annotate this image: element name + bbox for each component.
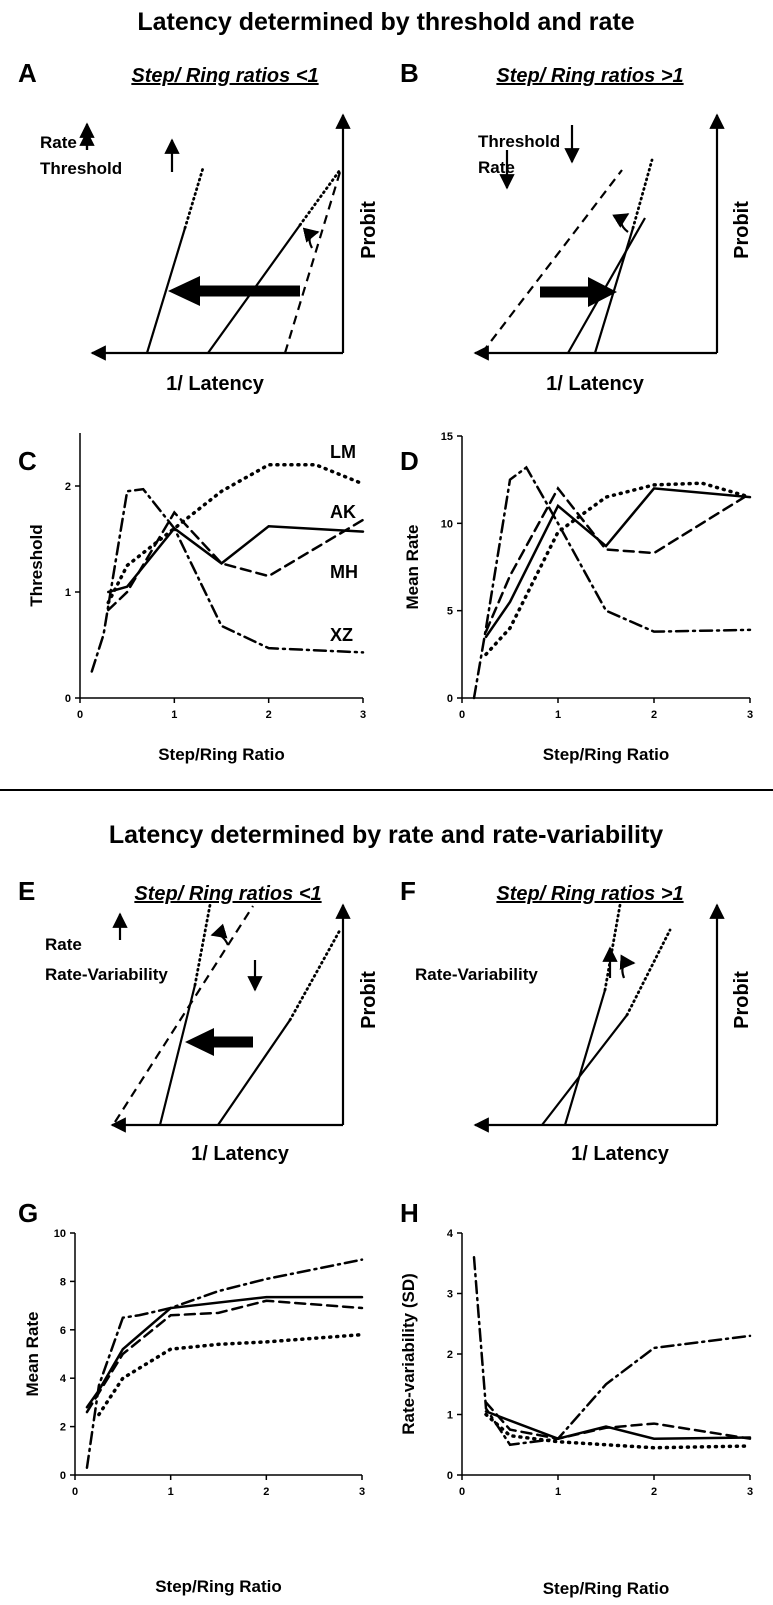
x-tick-label: 0 (77, 709, 83, 721)
y-tick-label: 1 (447, 1410, 453, 1422)
panel-label: B (400, 58, 419, 88)
y-tick-label: 2 (65, 481, 71, 493)
y-tick-label: 6 (60, 1325, 66, 1337)
y-tick-label: 0 (447, 1470, 453, 1482)
series-line (472, 1255, 752, 1447)
series-line (107, 525, 365, 594)
axis-label: Probit (358, 971, 380, 1029)
series-label: AK (330, 502, 356, 522)
annotation: Rate-Variability (45, 965, 168, 984)
x-tick-label: 1 (171, 709, 177, 721)
series-line (97, 1332, 364, 1417)
y-tick-label: 15 (441, 431, 453, 443)
axis-label: 1/ Latency (191, 1143, 290, 1165)
diagram-b: B Step/ Ring ratios >1 Threshold Rate Pr… (400, 58, 753, 395)
y-tick-label: 10 (441, 518, 453, 530)
y-tick-label: 0 (447, 693, 453, 705)
x-tick-label: 3 (747, 1486, 753, 1498)
diagram-f: F Step/ Ring ratios >1 Rate-Variability … (400, 876, 753, 1165)
axis-label: 1/ Latency (166, 373, 265, 395)
y-tick-label: 2 (60, 1422, 66, 1434)
panel-label: A (18, 58, 37, 88)
x-axis-label: Step/Ring Ratio (543, 1579, 670, 1598)
axis-label: 1/ Latency (546, 373, 645, 395)
series-line (106, 463, 365, 605)
y-tick-label: 2 (447, 1349, 453, 1361)
annotation: Rate-Variability (415, 965, 538, 984)
axis-label: Probit (358, 201, 380, 259)
x-tick-label: 2 (266, 709, 272, 721)
panel-subtitle: Step/ Ring ratios <1 (131, 65, 318, 87)
x-axis-label: Step/Ring Ratio (543, 745, 670, 764)
x-tick-label: 2 (651, 1486, 657, 1498)
x-tick-label: 3 (359, 1486, 365, 1498)
y-tick-label: 8 (60, 1276, 66, 1288)
x-tick-label: 0 (459, 709, 465, 721)
y-tick-label: 1 (65, 587, 71, 599)
series-label: XZ (330, 625, 353, 645)
series-line (484, 1412, 752, 1450)
panel-label: G (18, 1198, 38, 1228)
series-line (107, 510, 365, 612)
y-tick-label: 5 (447, 606, 453, 618)
y-axis-label: Threshold (27, 524, 46, 606)
x-tick-label: 1 (555, 709, 561, 721)
y-axis-label: Rate-variability (SD) (399, 1273, 418, 1435)
x-tick-label: 2 (263, 1486, 269, 1498)
series-line (484, 1410, 752, 1441)
panel-subtitle: Step/ Ring ratios >1 (496, 65, 683, 87)
x-tick-label: 1 (168, 1486, 174, 1498)
series-label: MH (330, 562, 358, 582)
annotation: Rate (40, 133, 77, 152)
series-line (472, 465, 752, 700)
series-label: LM (330, 442, 356, 462)
series-line (484, 481, 752, 657)
series-line (85, 1295, 364, 1409)
x-axis-label: Step/Ring Ratio (158, 745, 285, 764)
series-line (484, 487, 752, 639)
series-line (85, 1258, 364, 1469)
y-tick-label: 4 (447, 1228, 454, 1240)
x-tick-label: 3 (360, 709, 366, 721)
diagram-e: E Step/ Ring ratios <1 Rate Rate-Variabi… (18, 876, 380, 1165)
series-line (484, 1401, 752, 1440)
x-axis-label: Step/Ring Ratio (155, 1577, 282, 1596)
y-axis-label: Mean Rate (403, 524, 422, 609)
axis-label: Probit (731, 971, 753, 1029)
panel-label: E (18, 876, 35, 906)
annotation: Rate (478, 158, 515, 177)
panel-label: C (18, 446, 37, 476)
annotation: Threshold (40, 159, 122, 178)
panel-subtitle: Step/ Ring ratios >1 (496, 883, 683, 905)
x-tick-label: 0 (459, 1486, 465, 1498)
diagram-a: A Step/ Ring ratios <1 Rate Threshold Pr… (18, 58, 380, 395)
y-tick-label: 4 (60, 1373, 67, 1385)
y-tick-label: 3 (447, 1289, 453, 1301)
annotation: Rate (45, 935, 82, 954)
panel-label: D (400, 446, 419, 476)
section-title: Latency determined by threshold and rate (137, 8, 634, 36)
series-line (90, 487, 365, 673)
y-axis-label: Mean Rate (23, 1311, 42, 1396)
axis-label: Probit (731, 201, 753, 259)
panel-label: F (400, 876, 416, 906)
x-tick-label: 3 (747, 709, 753, 721)
y-tick-label: 10 (54, 1228, 66, 1240)
section-title: Latency determined by rate and rate-vari… (109, 821, 663, 849)
axis-label: 1/ Latency (571, 1143, 670, 1165)
x-tick-label: 1 (555, 1486, 561, 1498)
series-line (484, 486, 752, 633)
y-tick-label: 0 (65, 693, 71, 705)
panel-subtitle: Step/ Ring ratios <1 (134, 883, 321, 905)
x-tick-label: 0 (72, 1486, 78, 1498)
panel-label: H (400, 1198, 419, 1228)
x-tick-label: 2 (651, 709, 657, 721)
y-tick-label: 0 (60, 1470, 66, 1482)
annotation: Threshold (478, 132, 560, 151)
